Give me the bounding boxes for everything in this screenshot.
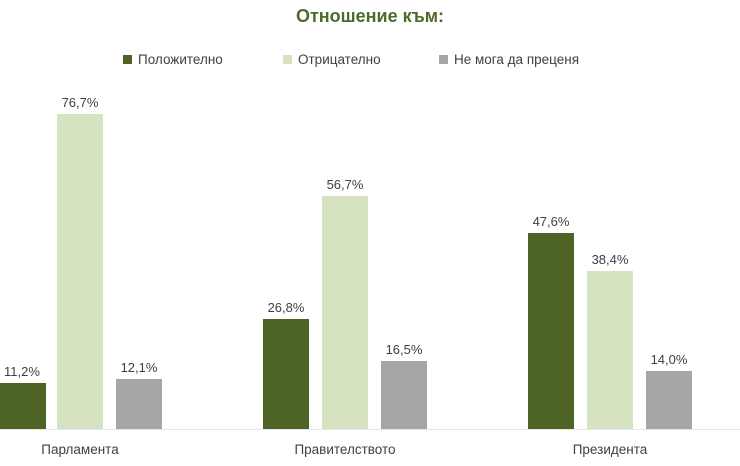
value-label: 11,2% [4,364,40,379]
bar-government-undecided [381,361,427,429]
value-label: 16,5% [385,342,423,357]
category-label-president: Президента [572,442,648,457]
x-axis-line [0,429,740,430]
category-label-parliament: Парламента [41,442,119,457]
value-label: 12,1% [120,360,158,375]
legend-label: Не мога да преценя [454,52,580,67]
value-label: 76,7% [61,95,99,110]
category-label-government: Правителството [294,442,396,457]
legend-item-negative: Отрицателно [283,52,381,67]
bar-parliament-positive [0,383,46,429]
bar-parliament-undecided [116,379,162,429]
bar-president-negative [587,271,633,429]
legend-swatch-positive-icon [123,55,132,64]
legend-item-undecided: Не мога да преценя [439,52,579,67]
bar-government-negative [322,196,368,429]
value-label: 47,6% [532,214,570,229]
bar-government-positive [263,319,309,429]
value-label: 26,8% [267,300,305,315]
legend-label: Положително [138,52,223,67]
bar-president-positive [528,233,574,429]
value-label: 38,4% [591,252,629,267]
legend-swatch-negative-icon [283,55,292,64]
chart-title: Отношение към: [0,6,740,27]
bar-president-undecided [646,371,692,429]
legend: Положително Отрицателно Не мога да преце… [0,52,740,70]
chart-title-text: Отношение към: [295,6,445,26]
bar-parliament-negative [57,114,103,429]
value-label: 14,0% [650,352,688,367]
legend-swatch-undecided-icon [439,55,448,64]
legend-label: Отрицателно [298,52,381,67]
value-label: 56,7% [326,177,364,192]
legend-item-positive: Положително [123,52,223,67]
